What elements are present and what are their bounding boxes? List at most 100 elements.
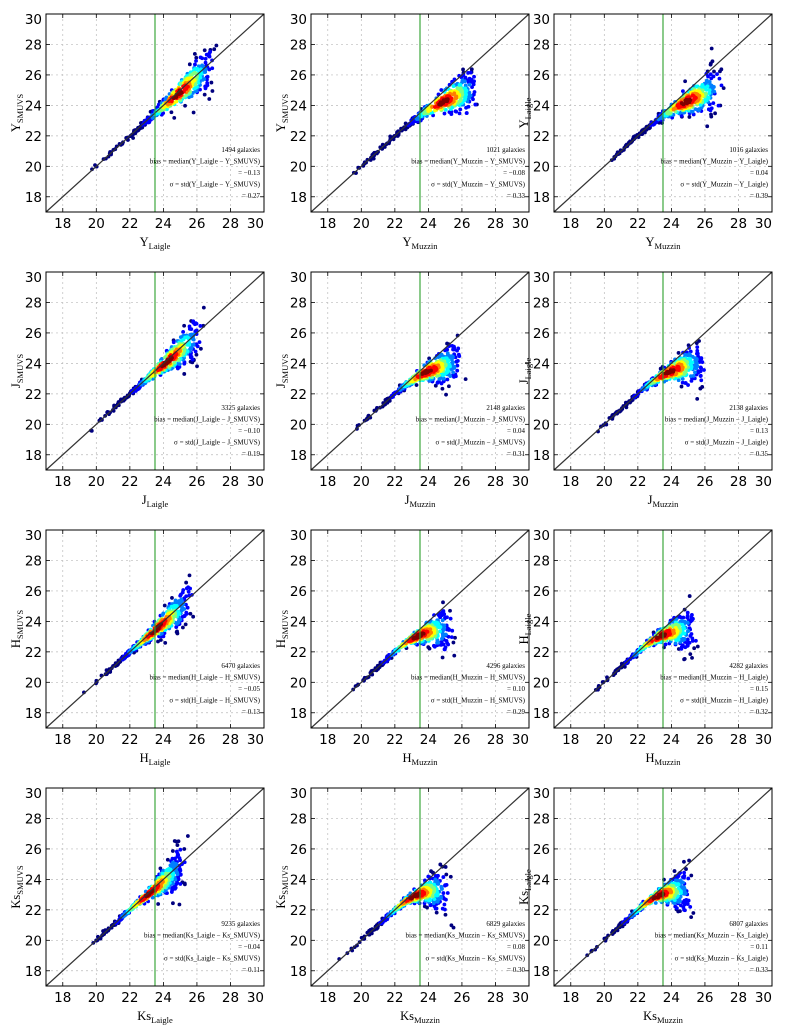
data-point bbox=[440, 618, 445, 623]
y-axis-label: HSMUVS bbox=[274, 610, 290, 649]
y-tick-label: 20 bbox=[290, 417, 307, 433]
y-tick-label: 18 bbox=[533, 706, 550, 722]
data-point bbox=[679, 384, 684, 389]
data-point bbox=[184, 610, 189, 615]
y-tick-label: 22 bbox=[290, 387, 307, 403]
data-point bbox=[721, 86, 726, 91]
axes-frame bbox=[310, 271, 530, 471]
data-point bbox=[461, 67, 465, 72]
data-point bbox=[455, 368, 460, 373]
annotation-line: = 0.31 bbox=[507, 450, 525, 458]
data-point bbox=[445, 891, 450, 895]
y-tick-label: 28 bbox=[290, 553, 307, 569]
data-point bbox=[444, 392, 448, 397]
data-point bbox=[198, 346, 203, 351]
chart-panel-ks-muzzin-smuvs: 18 20 22 24 26 28 3018202224262830KsMuzzinKsSM… bbox=[274, 786, 530, 1025]
data-point bbox=[174, 625, 179, 629]
data-point bbox=[445, 377, 450, 382]
axes-frame bbox=[45, 529, 265, 729]
x-tick-label: 26 bbox=[453, 474, 470, 490]
x-tick-label: 22 bbox=[386, 732, 403, 748]
data-point bbox=[670, 624, 675, 629]
data-point bbox=[433, 356, 438, 361]
y-tick-label: 18 bbox=[290, 448, 307, 464]
annotation-line: = 0.27 bbox=[242, 192, 260, 200]
x-axis-label: YLaigle bbox=[140, 235, 171, 251]
y-tick-label: 30 bbox=[25, 12, 42, 28]
data-point bbox=[708, 72, 713, 77]
y-tick-label: 24 bbox=[533, 356, 550, 372]
y-tick-label: 26 bbox=[533, 584, 550, 600]
data-point bbox=[717, 76, 722, 81]
y-tick-label: 22 bbox=[533, 387, 550, 403]
data-point bbox=[692, 646, 697, 651]
data-point bbox=[453, 109, 458, 114]
data-point bbox=[190, 73, 194, 77]
x-tick-label: 26 bbox=[188, 216, 205, 232]
data-point bbox=[184, 580, 189, 585]
data-point bbox=[414, 383, 419, 387]
x-tick-label: 20 bbox=[596, 732, 613, 748]
data-point bbox=[676, 351, 681, 355]
y-axis-label: HLaigle bbox=[517, 613, 533, 644]
data-point bbox=[201, 305, 206, 310]
annotation-line: σ = std(J_Muzzin − J_SMUVS) bbox=[436, 439, 526, 447]
data-point bbox=[188, 333, 193, 337]
x-tick-label: 24 bbox=[155, 216, 172, 232]
data-point bbox=[443, 865, 448, 869]
data-point bbox=[719, 83, 724, 88]
data-point bbox=[158, 638, 163, 642]
data-point bbox=[176, 361, 181, 366]
data-point bbox=[413, 635, 417, 640]
y-tick-label: 26 bbox=[25, 68, 42, 84]
data-point bbox=[195, 364, 199, 369]
y-axis-label: YSMUVS bbox=[274, 94, 290, 133]
data-point bbox=[202, 92, 207, 97]
annotation-line: 1021 galaxies bbox=[486, 146, 525, 154]
x-tick-label: 22 bbox=[629, 216, 646, 232]
data-point bbox=[446, 384, 451, 389]
x-tick-label: 24 bbox=[663, 732, 680, 748]
annotation-line: = 0.35 bbox=[750, 450, 768, 458]
y-axis-label: JSMUVS bbox=[274, 354, 290, 388]
y-tick-label: 26 bbox=[290, 326, 307, 342]
chart-panel-j-laigle-smuvs: 18 20 22 24 26 28 3018202224262830JLaigleJSMUV… bbox=[9, 270, 265, 509]
data-point bbox=[186, 589, 191, 594]
data-point bbox=[451, 347, 455, 352]
data-point bbox=[206, 54, 211, 58]
annotation-line: = 0.29 bbox=[507, 708, 525, 716]
data-point bbox=[182, 372, 187, 376]
chart-panel-h-muzzin-laigle: 18 20 22 24 26 28 3018202224262830HMuzzinHLaig… bbox=[517, 528, 773, 767]
data-point bbox=[447, 110, 452, 115]
data-point bbox=[448, 616, 453, 621]
x-tick-label: 20 bbox=[596, 474, 613, 490]
data-point bbox=[706, 107, 711, 112]
data-point bbox=[451, 92, 456, 97]
annotation-line: = 0.39 bbox=[750, 192, 768, 200]
x-tick-label: 20 bbox=[353, 732, 370, 748]
data-point bbox=[182, 323, 187, 328]
data-point bbox=[455, 91, 460, 96]
y-tick-label: 30 bbox=[533, 270, 550, 286]
data-point bbox=[194, 55, 199, 60]
y-tick-label: 26 bbox=[25, 842, 42, 858]
annotation-line: 9235 galaxies bbox=[221, 920, 260, 928]
data-point bbox=[200, 56, 205, 61]
axes-frame bbox=[553, 271, 773, 471]
data-point bbox=[715, 72, 719, 77]
x-tick-label: 28 bbox=[730, 474, 747, 490]
data-point bbox=[174, 601, 179, 605]
data-point bbox=[443, 99, 447, 104]
data-point bbox=[438, 629, 442, 634]
x-tick-label: 18 bbox=[54, 216, 71, 232]
x-tick-label: 20 bbox=[88, 732, 105, 748]
annotation-line: bias = median(Y_Muzzin − Y_SMUVS) bbox=[411, 158, 525, 166]
data-point bbox=[191, 614, 196, 619]
data-point bbox=[150, 895, 155, 900]
data-point bbox=[176, 839, 181, 844]
data-point bbox=[673, 641, 678, 646]
data-point bbox=[683, 79, 688, 84]
y-tick-label: 30 bbox=[533, 12, 550, 28]
x-tick-label: 18 bbox=[54, 990, 71, 1006]
data-point bbox=[439, 640, 444, 644]
